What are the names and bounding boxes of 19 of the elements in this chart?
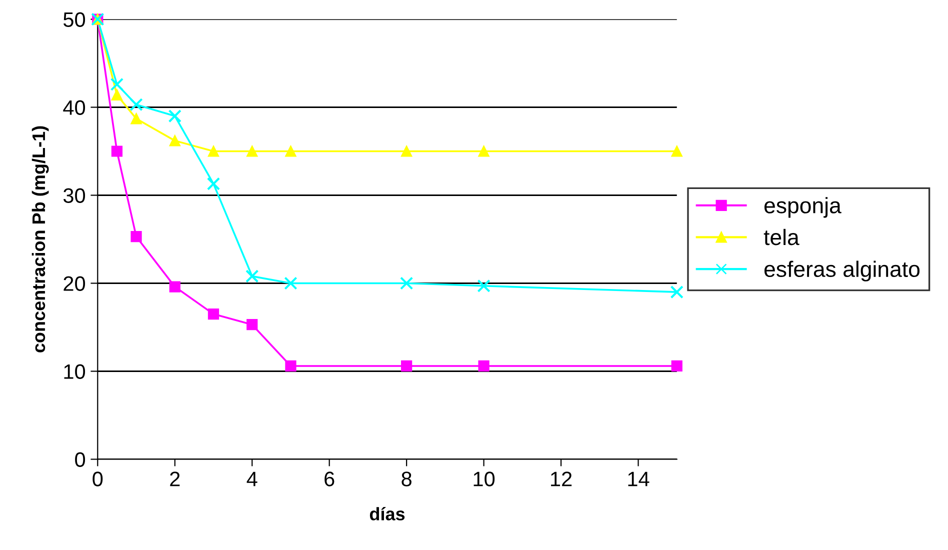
legend-label: esponja — [764, 197, 842, 218]
y-tick-label: 0 — [75, 452, 86, 468]
x-axis-title: días — [370, 506, 405, 520]
legend-label: esferas alginato — [764, 260, 920, 282]
y-tick-label: 10 — [64, 364, 86, 380]
x-tick-label: 14 — [628, 472, 650, 486]
y-tick-label: 40 — [63, 100, 86, 116]
y-axis-title: concentracion Pb (mg/L-1) — [32, 126, 49, 352]
x-tick-label: 8 — [402, 472, 412, 486]
y-tick-label: 20 — [64, 276, 86, 292]
x-tick-label: 4 — [246, 472, 258, 486]
legend-label: tela — [764, 228, 800, 246]
x-tick-label: 6 — [324, 472, 334, 486]
x-tick-label: 10 — [474, 472, 495, 486]
y-tick-label: 30 — [63, 188, 86, 204]
x-tick-label: 0 — [92, 472, 103, 486]
y-tick-label: 50 — [64, 12, 86, 28]
x-tick-label: 12 — [551, 472, 572, 486]
x-tick-label: 2 — [170, 472, 180, 486]
